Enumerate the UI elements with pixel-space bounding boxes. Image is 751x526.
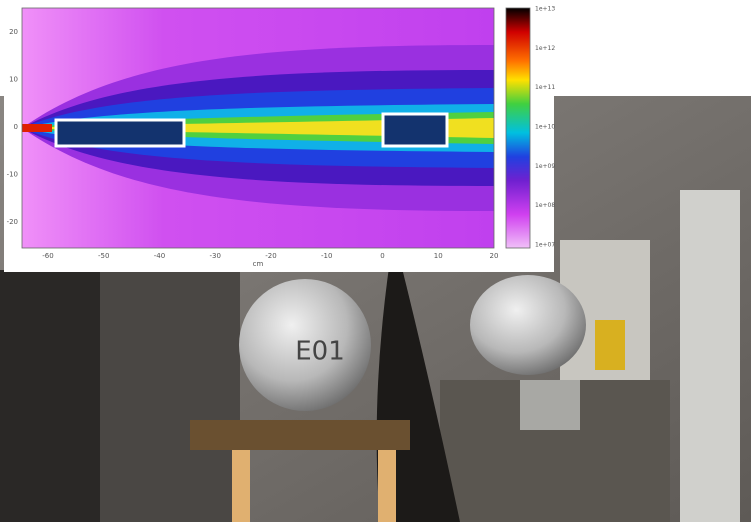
y-tick-label: 20	[9, 28, 18, 36]
platform	[190, 420, 410, 450]
x-axis-label: cm	[253, 260, 264, 268]
pillar	[680, 190, 740, 522]
x-tick-label: -40	[154, 252, 165, 260]
post	[378, 450, 396, 522]
colorbar-label: 1e+10	[535, 124, 555, 131]
shadow	[376, 260, 460, 522]
x-tick-label: -50	[98, 252, 109, 260]
x-tick-label: -60	[42, 252, 53, 260]
x-tick-label: -30	[210, 252, 221, 260]
y-tick-label: -20	[7, 218, 18, 226]
colorbar-label: 1e+07	[535, 242, 555, 249]
x-tick-label: 20	[490, 252, 499, 260]
x-tick-label: 10	[434, 252, 443, 260]
x-tick-label: 0	[380, 252, 384, 260]
detector-box	[381, 112, 449, 148]
yellow-part	[595, 320, 625, 370]
x-tick-label: -20	[265, 252, 276, 260]
x-tick-label: -10	[321, 252, 332, 260]
plot-frame	[21, 7, 495, 249]
detector	[470, 275, 586, 375]
detector	[239, 279, 371, 411]
y-tick-label: 0	[14, 123, 18, 131]
colorbar-label: 1e+13	[535, 6, 555, 13]
colorbar-label: 1e+12	[535, 45, 555, 52]
colorbar	[505, 7, 531, 249]
detector-box	[54, 118, 186, 148]
source	[22, 124, 52, 132]
mount	[520, 380, 580, 430]
colorbar-label: 1e+08	[535, 202, 555, 209]
frame	[100, 270, 240, 522]
field-band	[22, 118, 494, 138]
y-tick-label: -10	[7, 171, 18, 179]
colorbar-label: 1e+09	[535, 163, 555, 170]
colorbar-label: 1e+11	[535, 84, 555, 91]
post	[232, 450, 250, 522]
y-tick-label: 10	[9, 76, 18, 84]
detector-label: E01	[295, 337, 345, 367]
axes: -60 -50 -40 -30 -20 -10 0 10 20 20 10 0 -10 -20 1e+13 1…	[7, 6, 556, 261]
